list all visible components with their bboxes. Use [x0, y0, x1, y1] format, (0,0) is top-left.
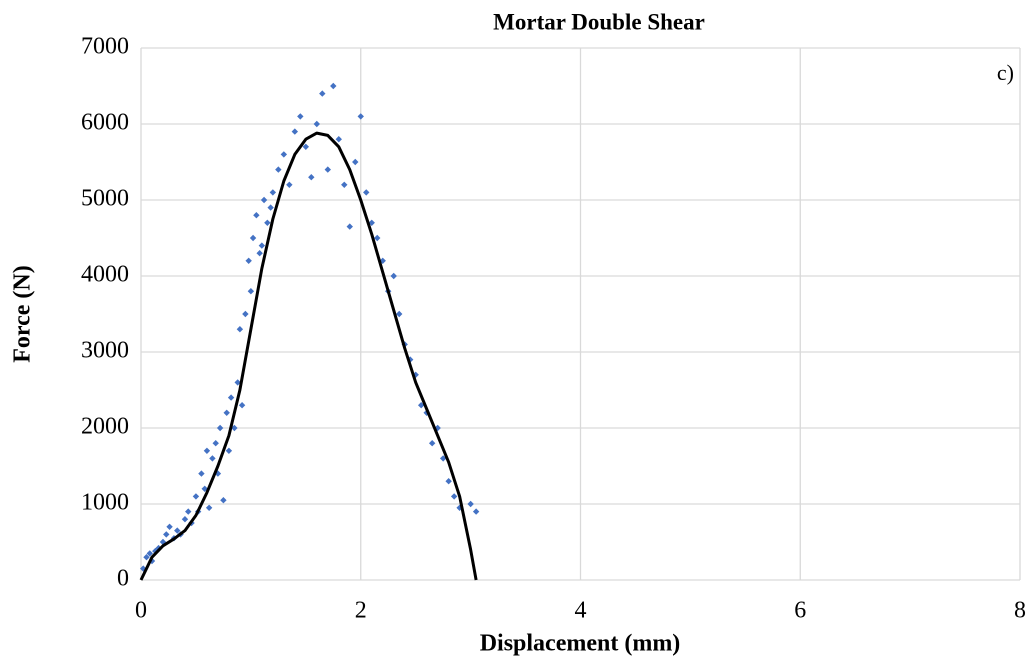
y-tick-label: 6000 [81, 110, 129, 136]
data-point [324, 166, 331, 173]
y-tick-label: 1000 [81, 490, 129, 516]
data-point [319, 90, 326, 97]
data-point [346, 223, 353, 230]
fit-line [139, 131, 478, 581]
data-point [313, 120, 320, 128]
data-point [357, 113, 364, 120]
data-point [227, 394, 235, 401]
data-point [139, 565, 147, 572]
data-point [234, 379, 241, 386]
data-point [445, 478, 452, 485]
data-point [260, 196, 268, 204]
data-point [166, 523, 173, 530]
data-point [330, 82, 337, 90]
data-point [231, 424, 238, 432]
y-tick-label: 0 [117, 566, 129, 592]
data-point [253, 212, 260, 219]
data-point [417, 402, 425, 409]
data-point [220, 497, 227, 504]
data-point [302, 143, 310, 150]
data-point [198, 470, 205, 477]
data-point [308, 174, 315, 181]
annotation: c) [997, 60, 1014, 85]
data-point [264, 219, 271, 226]
data-point [212, 440, 219, 447]
data-point [374, 234, 381, 242]
data-point [155, 544, 162, 552]
data-point [143, 554, 150, 561]
data-point [249, 234, 257, 242]
data-point [363, 189, 370, 196]
data-point [297, 113, 304, 120]
data-point [439, 455, 447, 462]
data-point [341, 181, 348, 188]
data-point [286, 181, 293, 188]
data-point [352, 158, 359, 166]
x-tick-label: 0 [135, 598, 147, 624]
y-tick-label: 2000 [81, 414, 129, 440]
y-tick-label: 3000 [81, 338, 129, 364]
data-point [335, 136, 342, 143]
data-point [256, 250, 263, 257]
data-point [216, 424, 224, 432]
data-point [238, 402, 246, 409]
x-tick-label: 2 [355, 598, 367, 624]
data-point [181, 516, 189, 523]
y-tick-label: 4000 [81, 262, 129, 288]
x-axis-label: Displacement (mm) [480, 631, 681, 657]
data-point [146, 550, 153, 557]
data-point [258, 242, 266, 249]
data-point [245, 257, 252, 264]
y-axis-label: Force (N) [10, 265, 36, 363]
data-point [163, 531, 170, 538]
data-point [203, 447, 211, 454]
x-tick-label: 4 [575, 598, 587, 624]
data-point [472, 508, 480, 515]
data-point [242, 310, 249, 318]
data-point [450, 493, 458, 500]
data-point [467, 500, 474, 508]
x-tick-label: 6 [794, 598, 806, 624]
data-point [236, 326, 244, 333]
data-point [291, 128, 299, 135]
data-point [223, 409, 230, 416]
data-point [280, 151, 288, 158]
chart-title: Mortar Double Shear [493, 9, 705, 34]
y-tick-label: 5000 [81, 186, 129, 212]
data-point [267, 204, 274, 211]
data-point [174, 527, 181, 534]
data-point [185, 508, 192, 515]
data-point [428, 440, 436, 447]
data-point [396, 310, 403, 318]
data-point [247, 288, 255, 295]
data-point [192, 493, 200, 500]
y-tick-label: 7000 [81, 34, 129, 60]
data-point [390, 272, 397, 280]
data-point [275, 166, 282, 173]
data-point [225, 447, 233, 454]
data-point [209, 455, 216, 462]
x-tick-label: 8 [1014, 598, 1026, 624]
data-point [269, 189, 277, 196]
data-point [205, 504, 213, 511]
